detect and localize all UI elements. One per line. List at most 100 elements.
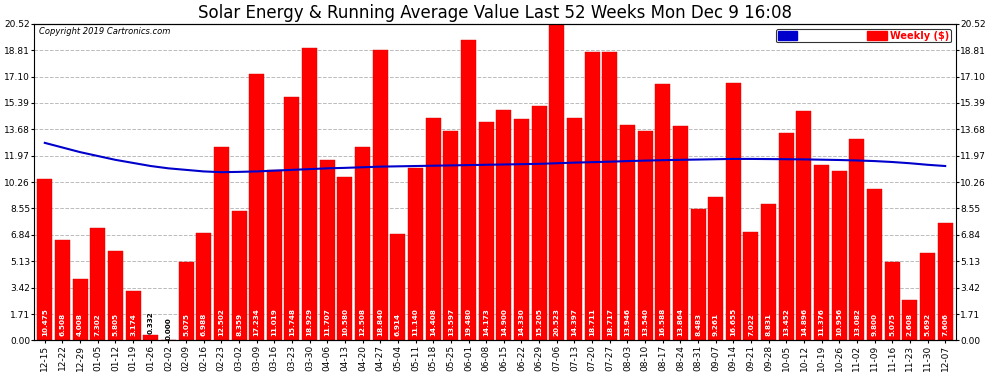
Bar bbox=[408, 168, 423, 340]
Text: 7.606: 7.606 bbox=[942, 313, 948, 336]
Bar bbox=[691, 210, 706, 340]
Text: 11.707: 11.707 bbox=[325, 308, 331, 336]
Bar bbox=[885, 262, 900, 340]
Bar bbox=[832, 171, 846, 340]
Text: 11.140: 11.140 bbox=[413, 308, 419, 336]
Text: 16.588: 16.588 bbox=[659, 308, 665, 336]
Legend: Average ($), Weekly ($): Average ($), Weekly ($) bbox=[776, 28, 951, 42]
Bar bbox=[426, 118, 441, 340]
Bar bbox=[655, 84, 670, 340]
Text: 14.896: 14.896 bbox=[801, 308, 807, 336]
Bar bbox=[903, 300, 918, 340]
Bar bbox=[797, 111, 812, 340]
Text: 6.988: 6.988 bbox=[201, 312, 207, 336]
Bar bbox=[602, 51, 617, 340]
Text: 0.000: 0.000 bbox=[165, 317, 171, 340]
Text: 13.946: 13.946 bbox=[625, 308, 631, 336]
Bar bbox=[55, 240, 70, 340]
Text: 10.956: 10.956 bbox=[837, 308, 842, 336]
Bar bbox=[249, 74, 264, 340]
Bar bbox=[867, 189, 882, 340]
Bar bbox=[479, 122, 494, 340]
Text: 13.452: 13.452 bbox=[783, 308, 789, 336]
Bar bbox=[761, 204, 776, 340]
Text: 18.840: 18.840 bbox=[377, 308, 383, 336]
Bar bbox=[126, 291, 141, 340]
Bar bbox=[673, 126, 688, 340]
Text: 8.359: 8.359 bbox=[236, 313, 242, 336]
Bar bbox=[920, 253, 935, 340]
Text: 13.082: 13.082 bbox=[854, 308, 860, 336]
Bar bbox=[620, 125, 635, 341]
Text: 5.075: 5.075 bbox=[183, 313, 189, 336]
Text: 13.597: 13.597 bbox=[447, 308, 453, 336]
Text: 18.711: 18.711 bbox=[589, 308, 595, 336]
Bar bbox=[214, 147, 229, 340]
Text: 12.508: 12.508 bbox=[359, 308, 365, 336]
Bar bbox=[814, 165, 829, 340]
Text: 10.580: 10.580 bbox=[342, 308, 347, 336]
Text: 15.205: 15.205 bbox=[537, 308, 543, 336]
Bar bbox=[38, 179, 52, 340]
Text: 0.332: 0.332 bbox=[148, 311, 153, 334]
Bar bbox=[320, 160, 335, 340]
Bar bbox=[196, 232, 211, 340]
Text: 14.900: 14.900 bbox=[501, 308, 507, 336]
Bar bbox=[108, 251, 123, 340]
Bar bbox=[849, 138, 864, 340]
Text: 15.748: 15.748 bbox=[289, 308, 295, 336]
Text: 8.831: 8.831 bbox=[765, 313, 771, 336]
Bar bbox=[178, 262, 193, 340]
Bar bbox=[338, 177, 352, 340]
Text: 13.864: 13.864 bbox=[677, 308, 683, 336]
Text: 11.019: 11.019 bbox=[271, 308, 277, 336]
Bar bbox=[743, 232, 758, 340]
Text: 18.717: 18.717 bbox=[607, 308, 613, 336]
Bar bbox=[444, 130, 458, 340]
Bar bbox=[461, 40, 476, 340]
Bar bbox=[496, 111, 511, 340]
Bar bbox=[708, 198, 723, 340]
Bar bbox=[532, 106, 546, 340]
Bar bbox=[779, 133, 794, 340]
Text: 14.330: 14.330 bbox=[519, 308, 525, 336]
Text: 3.174: 3.174 bbox=[130, 313, 136, 336]
Text: 20.523: 20.523 bbox=[553, 308, 559, 336]
Text: 6.508: 6.508 bbox=[59, 313, 65, 336]
Text: 9.800: 9.800 bbox=[871, 313, 877, 336]
Bar bbox=[355, 147, 370, 340]
Text: 17.234: 17.234 bbox=[253, 308, 259, 336]
Text: 2.608: 2.608 bbox=[907, 313, 913, 336]
Text: 7.022: 7.022 bbox=[748, 313, 754, 336]
Bar bbox=[549, 24, 564, 340]
Bar bbox=[90, 228, 105, 340]
Text: 18.929: 18.929 bbox=[307, 308, 313, 336]
Bar bbox=[938, 223, 952, 340]
Bar bbox=[585, 52, 600, 340]
Text: 5.692: 5.692 bbox=[925, 313, 931, 336]
Text: 12.502: 12.502 bbox=[219, 308, 225, 336]
Text: 14.397: 14.397 bbox=[571, 308, 577, 336]
Text: 14.173: 14.173 bbox=[483, 308, 489, 336]
Text: 4.008: 4.008 bbox=[77, 313, 83, 336]
Text: Copyright 2019 Cartronics.com: Copyright 2019 Cartronics.com bbox=[39, 27, 170, 36]
Text: 11.376: 11.376 bbox=[819, 308, 825, 336]
Bar bbox=[232, 211, 247, 340]
Bar bbox=[373, 50, 388, 340]
Text: 6.914: 6.914 bbox=[395, 313, 401, 336]
Bar bbox=[284, 98, 299, 340]
Bar bbox=[144, 335, 158, 340]
Text: 7.302: 7.302 bbox=[95, 313, 101, 336]
Text: 9.261: 9.261 bbox=[713, 313, 719, 336]
Bar bbox=[638, 132, 652, 340]
Text: 8.483: 8.483 bbox=[695, 313, 701, 336]
Text: 16.655: 16.655 bbox=[731, 308, 737, 336]
Text: 5.075: 5.075 bbox=[889, 313, 895, 336]
Text: 5.805: 5.805 bbox=[113, 313, 119, 336]
Title: Solar Energy & Running Average Value Last 52 Weeks Mon Dec 9 16:08: Solar Energy & Running Average Value Las… bbox=[198, 4, 792, 22]
Bar bbox=[267, 170, 282, 340]
Bar bbox=[72, 279, 87, 340]
Bar bbox=[302, 48, 317, 340]
Text: 13.540: 13.540 bbox=[643, 308, 648, 336]
Bar bbox=[726, 83, 741, 340]
